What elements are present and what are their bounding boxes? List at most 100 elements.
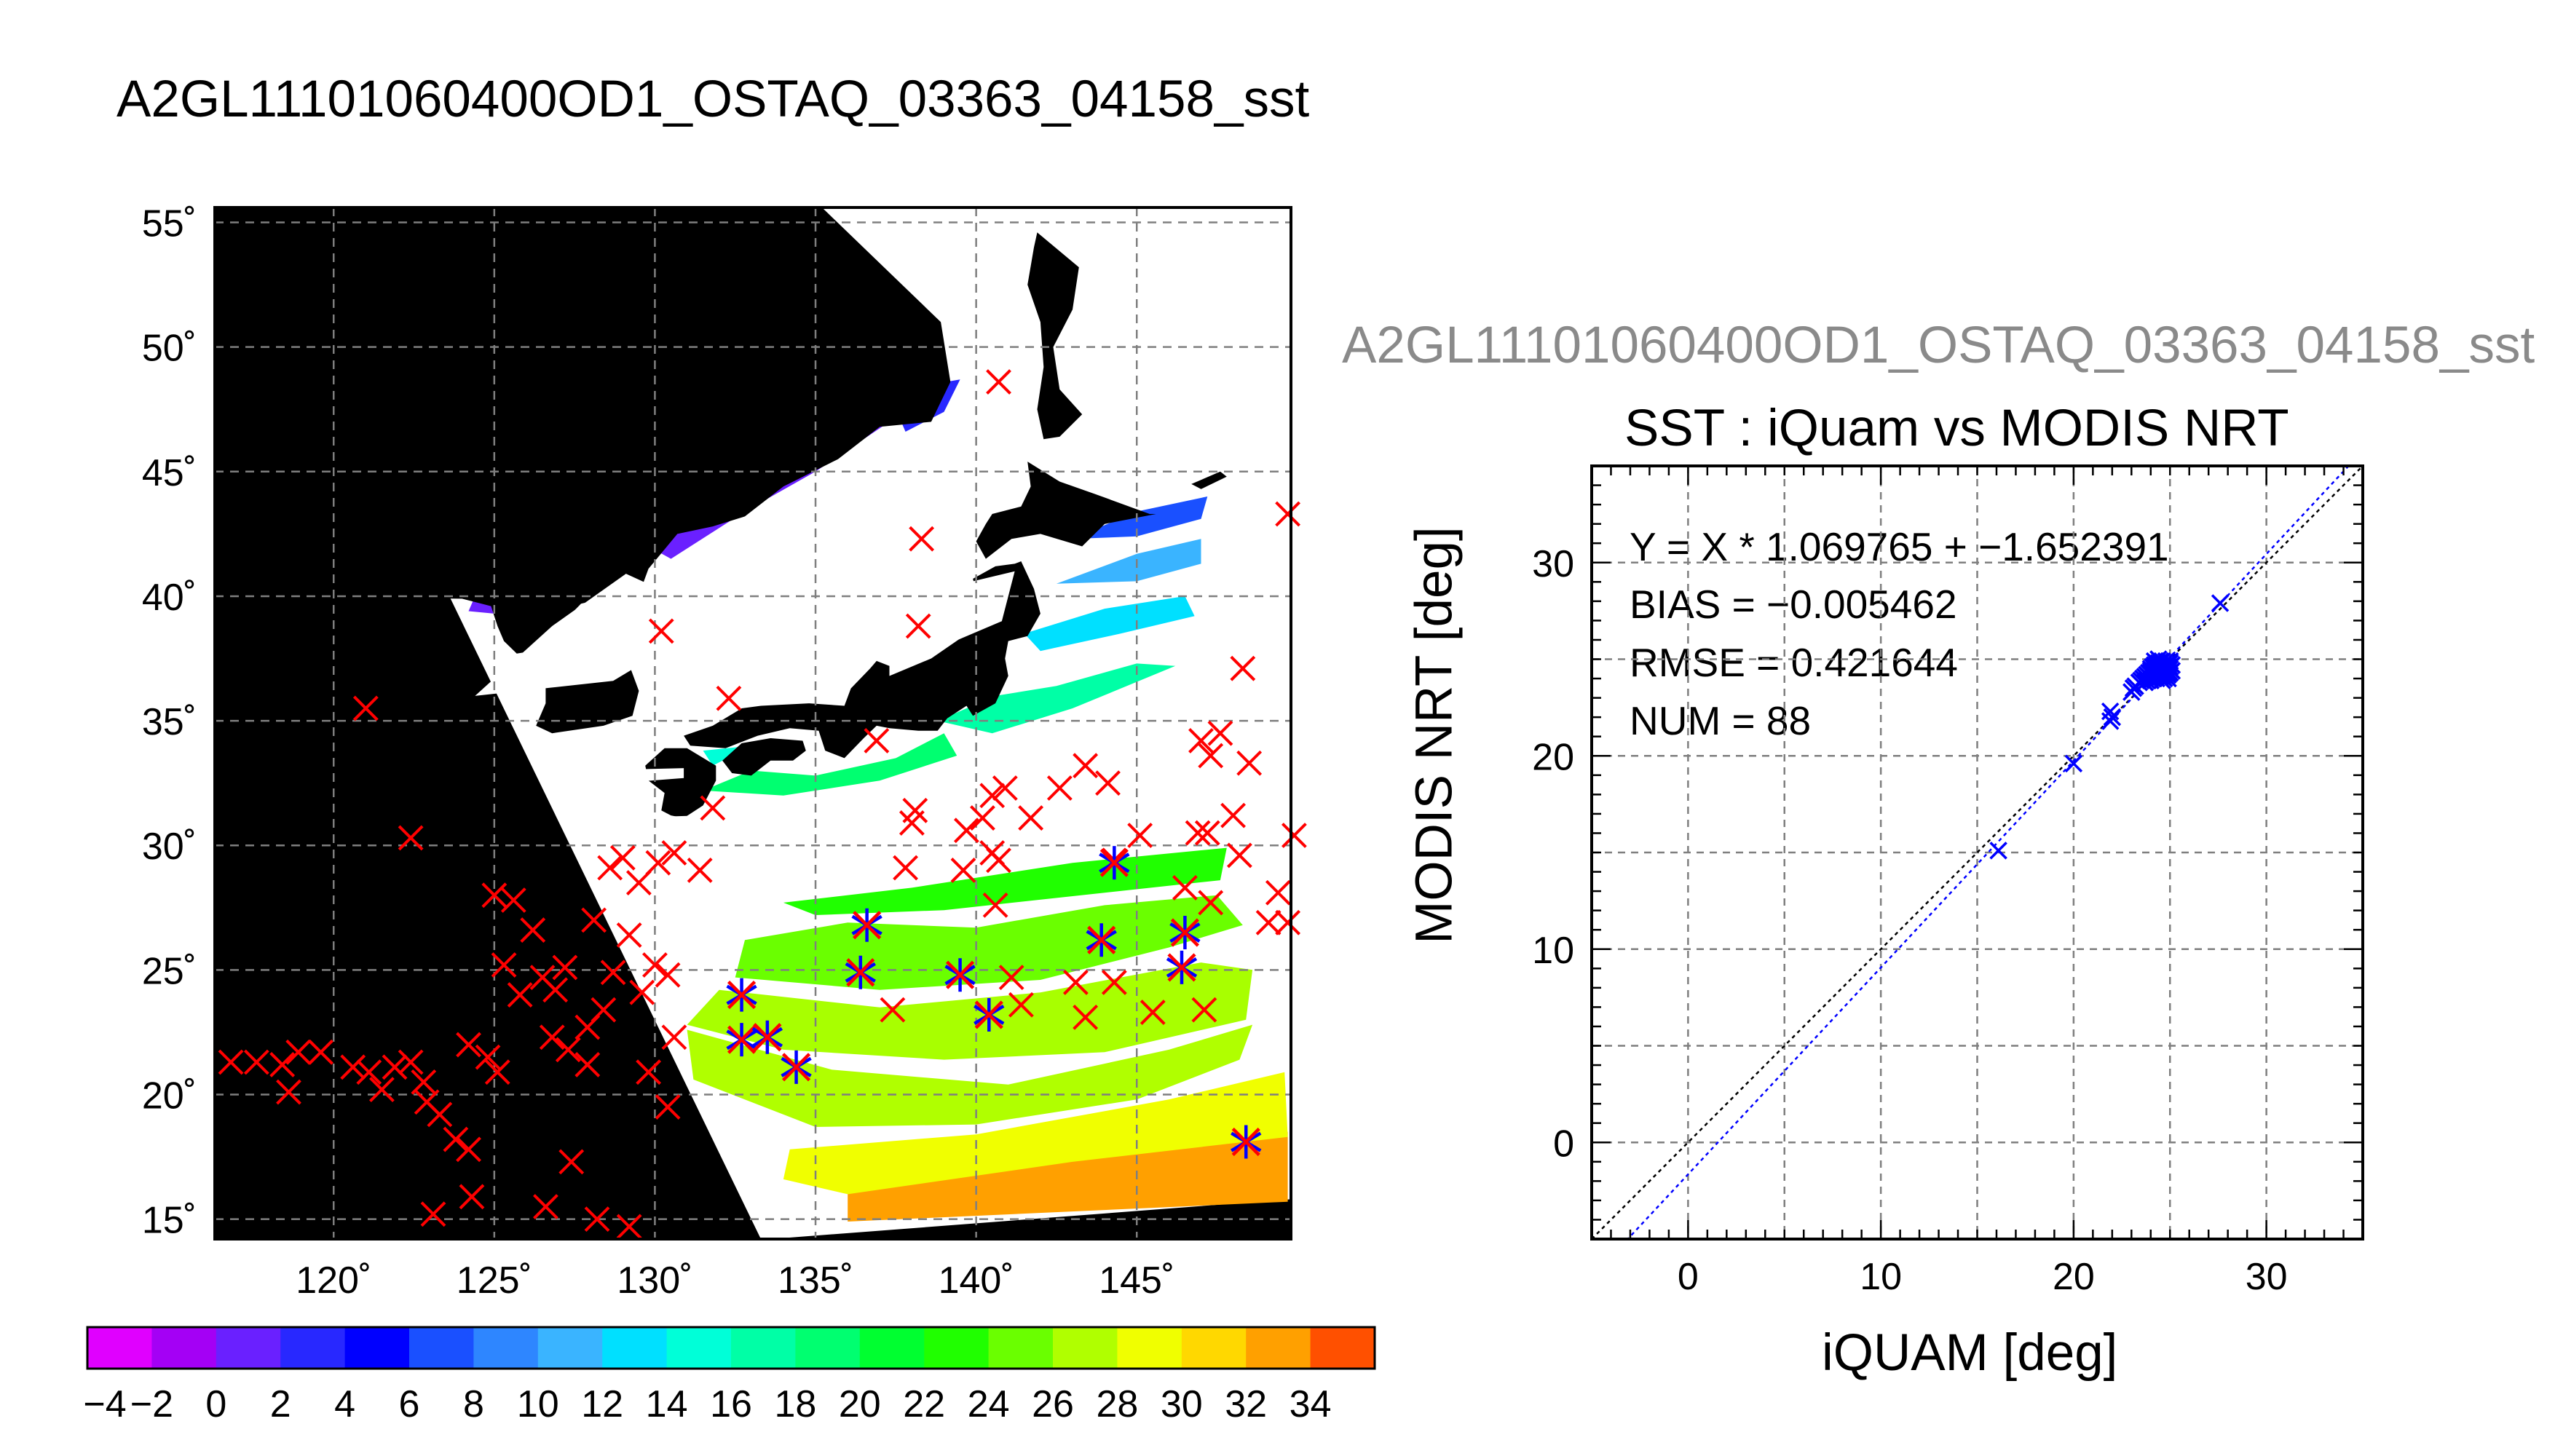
- land-asia: [215, 207, 951, 734]
- map-x-tick-label: 135˚: [778, 1259, 853, 1302]
- scatter-point: [2211, 594, 2230, 612]
- iquam-station-marker: [979, 840, 1006, 866]
- iquam-station-marker: [475, 1044, 501, 1070]
- scatter-x-axis-label: iQUAM [deg]: [1822, 1324, 2118, 1382]
- iquam-station-marker: [909, 526, 935, 552]
- iquam-station-marker: [1230, 655, 1256, 681]
- scatter-y-tick-label: 20: [1532, 736, 1574, 778]
- cloud-mask-6: [616, 815, 703, 853]
- map-y-tick-label: 25˚: [142, 950, 197, 992]
- matched-pair-cross: [945, 960, 975, 989]
- iquam-station-marker: [1018, 805, 1044, 831]
- iquam-station-marker: [970, 805, 995, 831]
- iquam-station-marker: [1172, 874, 1198, 901]
- scatter-x-tick-label: 0: [1678, 1256, 1699, 1298]
- scatter-y-tick-label: 30: [1532, 543, 1574, 585]
- iquam-station-marker: [661, 840, 687, 866]
- scatter-point: [2101, 702, 2120, 721]
- map-y-tick-label: 20˚: [142, 1075, 197, 1117]
- sst-orange: [848, 1131, 1288, 1222]
- colorbar-swatch: [537, 1327, 603, 1369]
- colorbar-tick-label: 28: [1096, 1383, 1138, 1425]
- iquam-station-marker: [369, 1077, 395, 1103]
- map-y-tick-label: 30˚: [142, 826, 197, 868]
- scatter-point: [2103, 708, 2122, 727]
- scatter-grid: [1592, 466, 2363, 1239]
- scatter-title: SST : iQuam vs MODIS NRT: [1624, 400, 2289, 457]
- map-x-tick-label: 125˚: [457, 1259, 532, 1302]
- map-y-tick-label: 55˚: [142, 203, 197, 245]
- iquam-station-marker: [950, 858, 976, 883]
- colorbar-tick-label: 4: [334, 1383, 355, 1425]
- map-title: A2GL11101060400OD1_OSTAQ_03363_04158_sst: [117, 71, 1310, 128]
- iquam-station-marker: [491, 952, 517, 978]
- iquam-station-marker: [636, 1059, 662, 1085]
- iquam-station-marker: [1275, 909, 1301, 935]
- iquam-station-marker: [1008, 992, 1034, 1018]
- colorbar-tick-label: 18: [774, 1383, 816, 1425]
- colorbar-swatch: [666, 1327, 732, 1369]
- map-x-tick-label: 145˚: [1099, 1259, 1174, 1302]
- colorbar-swatch: [988, 1327, 1054, 1369]
- iquam-station-marker: [716, 685, 742, 711]
- iquam-station-marker: [500, 887, 526, 913]
- map-grid: [215, 207, 1291, 1239]
- matched-pair-cross: [1231, 1127, 1260, 1157]
- land-honshu: [684, 561, 1040, 759]
- scatter-point: [1989, 842, 2007, 860]
- scatter-x-tick-label: 20: [2053, 1256, 2095, 1298]
- matched-pair-cross: [974, 1000, 1003, 1029]
- iquam-station-marker: [1281, 823, 1307, 848]
- iquam-station-marker: [1255, 909, 1282, 935]
- colorbar-tick-label: 0: [205, 1383, 226, 1425]
- iquam-station-marker: [687, 858, 713, 883]
- cloud-mask-3: [902, 571, 1015, 664]
- colorbar-swatch: [731, 1327, 796, 1369]
- scatter-point: [2159, 663, 2177, 682]
- iquam-station-marker: [398, 1049, 424, 1075]
- colorbar-frame: [86, 1326, 1376, 1370]
- iquam-station-marker: [420, 1201, 446, 1227]
- map-axes: 120˚ 125˚ 130˚ 135˚ 140˚ 145˚ 55˚ 50˚ 45˚ 40˚ 35˚ 3…: [142, 203, 1174, 1302]
- iquam-station-marker: [520, 917, 546, 943]
- iquam-station-marker: [905, 613, 931, 639]
- iquam-station-marker: [1095, 770, 1121, 796]
- iquam-station-marker: [645, 850, 671, 876]
- colorbar-tick-label: 20: [839, 1383, 881, 1425]
- matched-pair-cross: [1087, 925, 1116, 954]
- iquam-station-marker: [1194, 820, 1220, 846]
- scatter-x-tick-label: 30: [2246, 1256, 2288, 1298]
- land-kyushu: [645, 748, 716, 818]
- map-x-tick-label: 140˚: [939, 1259, 1014, 1302]
- iquam-station-marker: [398, 825, 424, 851]
- map-y-tick-label: 50˚: [142, 328, 197, 370]
- regression-line: [1626, 466, 2350, 1239]
- colorbar-swatch: [151, 1327, 217, 1369]
- num-stat: NUM = 88: [1630, 698, 1812, 743]
- iquam-station-marker: [382, 1054, 408, 1080]
- matched-pair-cross: [1099, 848, 1129, 877]
- iquam-station-marker: [629, 979, 655, 1005]
- matched-pair-cross: [1170, 918, 1200, 947]
- scatter-y-tick-label: 10: [1532, 930, 1574, 972]
- matched-pair-cross: [853, 911, 882, 940]
- iquam-station-marker: [655, 962, 681, 988]
- iquam-station-marker: [616, 922, 642, 948]
- scatter-points: [1989, 594, 2230, 860]
- colorbar-tick-label: 30: [1161, 1383, 1203, 1425]
- iquam-station-marker: [269, 1051, 296, 1077]
- matched-pair-cross: [781, 1053, 811, 1082]
- bias-stat: BIAS = −0.005462: [1630, 582, 1957, 627]
- colorbar-swatch: [1053, 1327, 1118, 1369]
- iquam-station-marker: [979, 783, 1006, 809]
- colorbar-tick-label: −4: [83, 1383, 126, 1425]
- colorbar-swatch: [795, 1327, 861, 1369]
- iquam-station-marker: [1140, 1000, 1166, 1025]
- map-x-tick-label: 120˚: [296, 1259, 371, 1302]
- land-shikoku: [722, 738, 806, 776]
- iquam-station-marker: [1198, 743, 1224, 769]
- iquam-station-marker: [700, 795, 726, 821]
- colorbar-swatch: [1310, 1327, 1375, 1369]
- iquam-station-marker: [616, 1214, 642, 1240]
